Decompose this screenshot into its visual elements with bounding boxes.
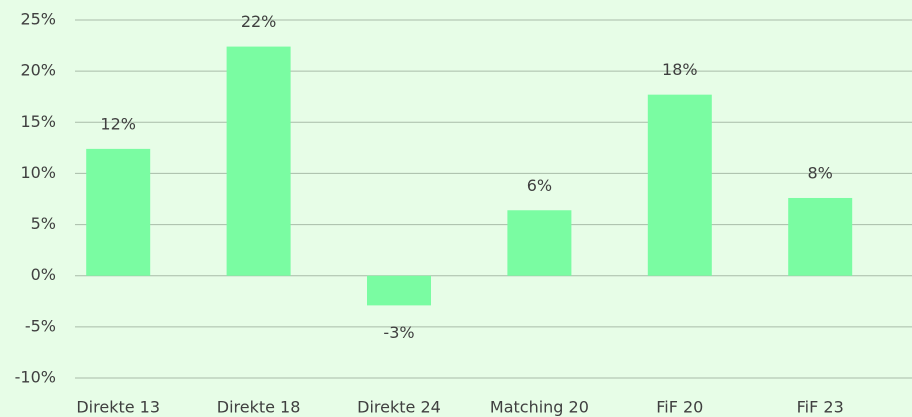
x-tick-label: Direkte 18: [217, 398, 301, 417]
y-tick-label: -10%: [15, 368, 56, 387]
bar: [788, 197, 853, 276]
bar: [507, 210, 572, 276]
x-tick-label: Direkte 24: [357, 398, 441, 417]
data-label: -3%: [383, 323, 414, 342]
y-tick-label: 5%: [31, 214, 56, 233]
bar: [226, 46, 291, 276]
data-label: 6%: [527, 176, 552, 195]
y-tick-label: 0%: [31, 265, 56, 284]
y-tick-label: 10%: [20, 163, 56, 182]
bar: [86, 148, 151, 276]
x-tick-label: Matching 20: [490, 398, 589, 417]
data-label: 8%: [808, 163, 833, 182]
y-tick-label: 20%: [20, 61, 56, 80]
bar: [647, 94, 712, 276]
y-tick-label: 25%: [20, 10, 56, 29]
x-tick-label: FiF 23: [797, 398, 844, 417]
data-label: 12%: [100, 114, 136, 133]
data-label: 22%: [241, 12, 277, 31]
y-tick-label: -5%: [25, 316, 56, 335]
data-label: 18%: [662, 60, 698, 79]
y-tick-label: 15%: [20, 112, 56, 131]
x-tick-label: Direkte 13: [76, 398, 160, 417]
bar: [367, 275, 431, 306]
x-tick-label: FiF 20: [656, 398, 703, 417]
